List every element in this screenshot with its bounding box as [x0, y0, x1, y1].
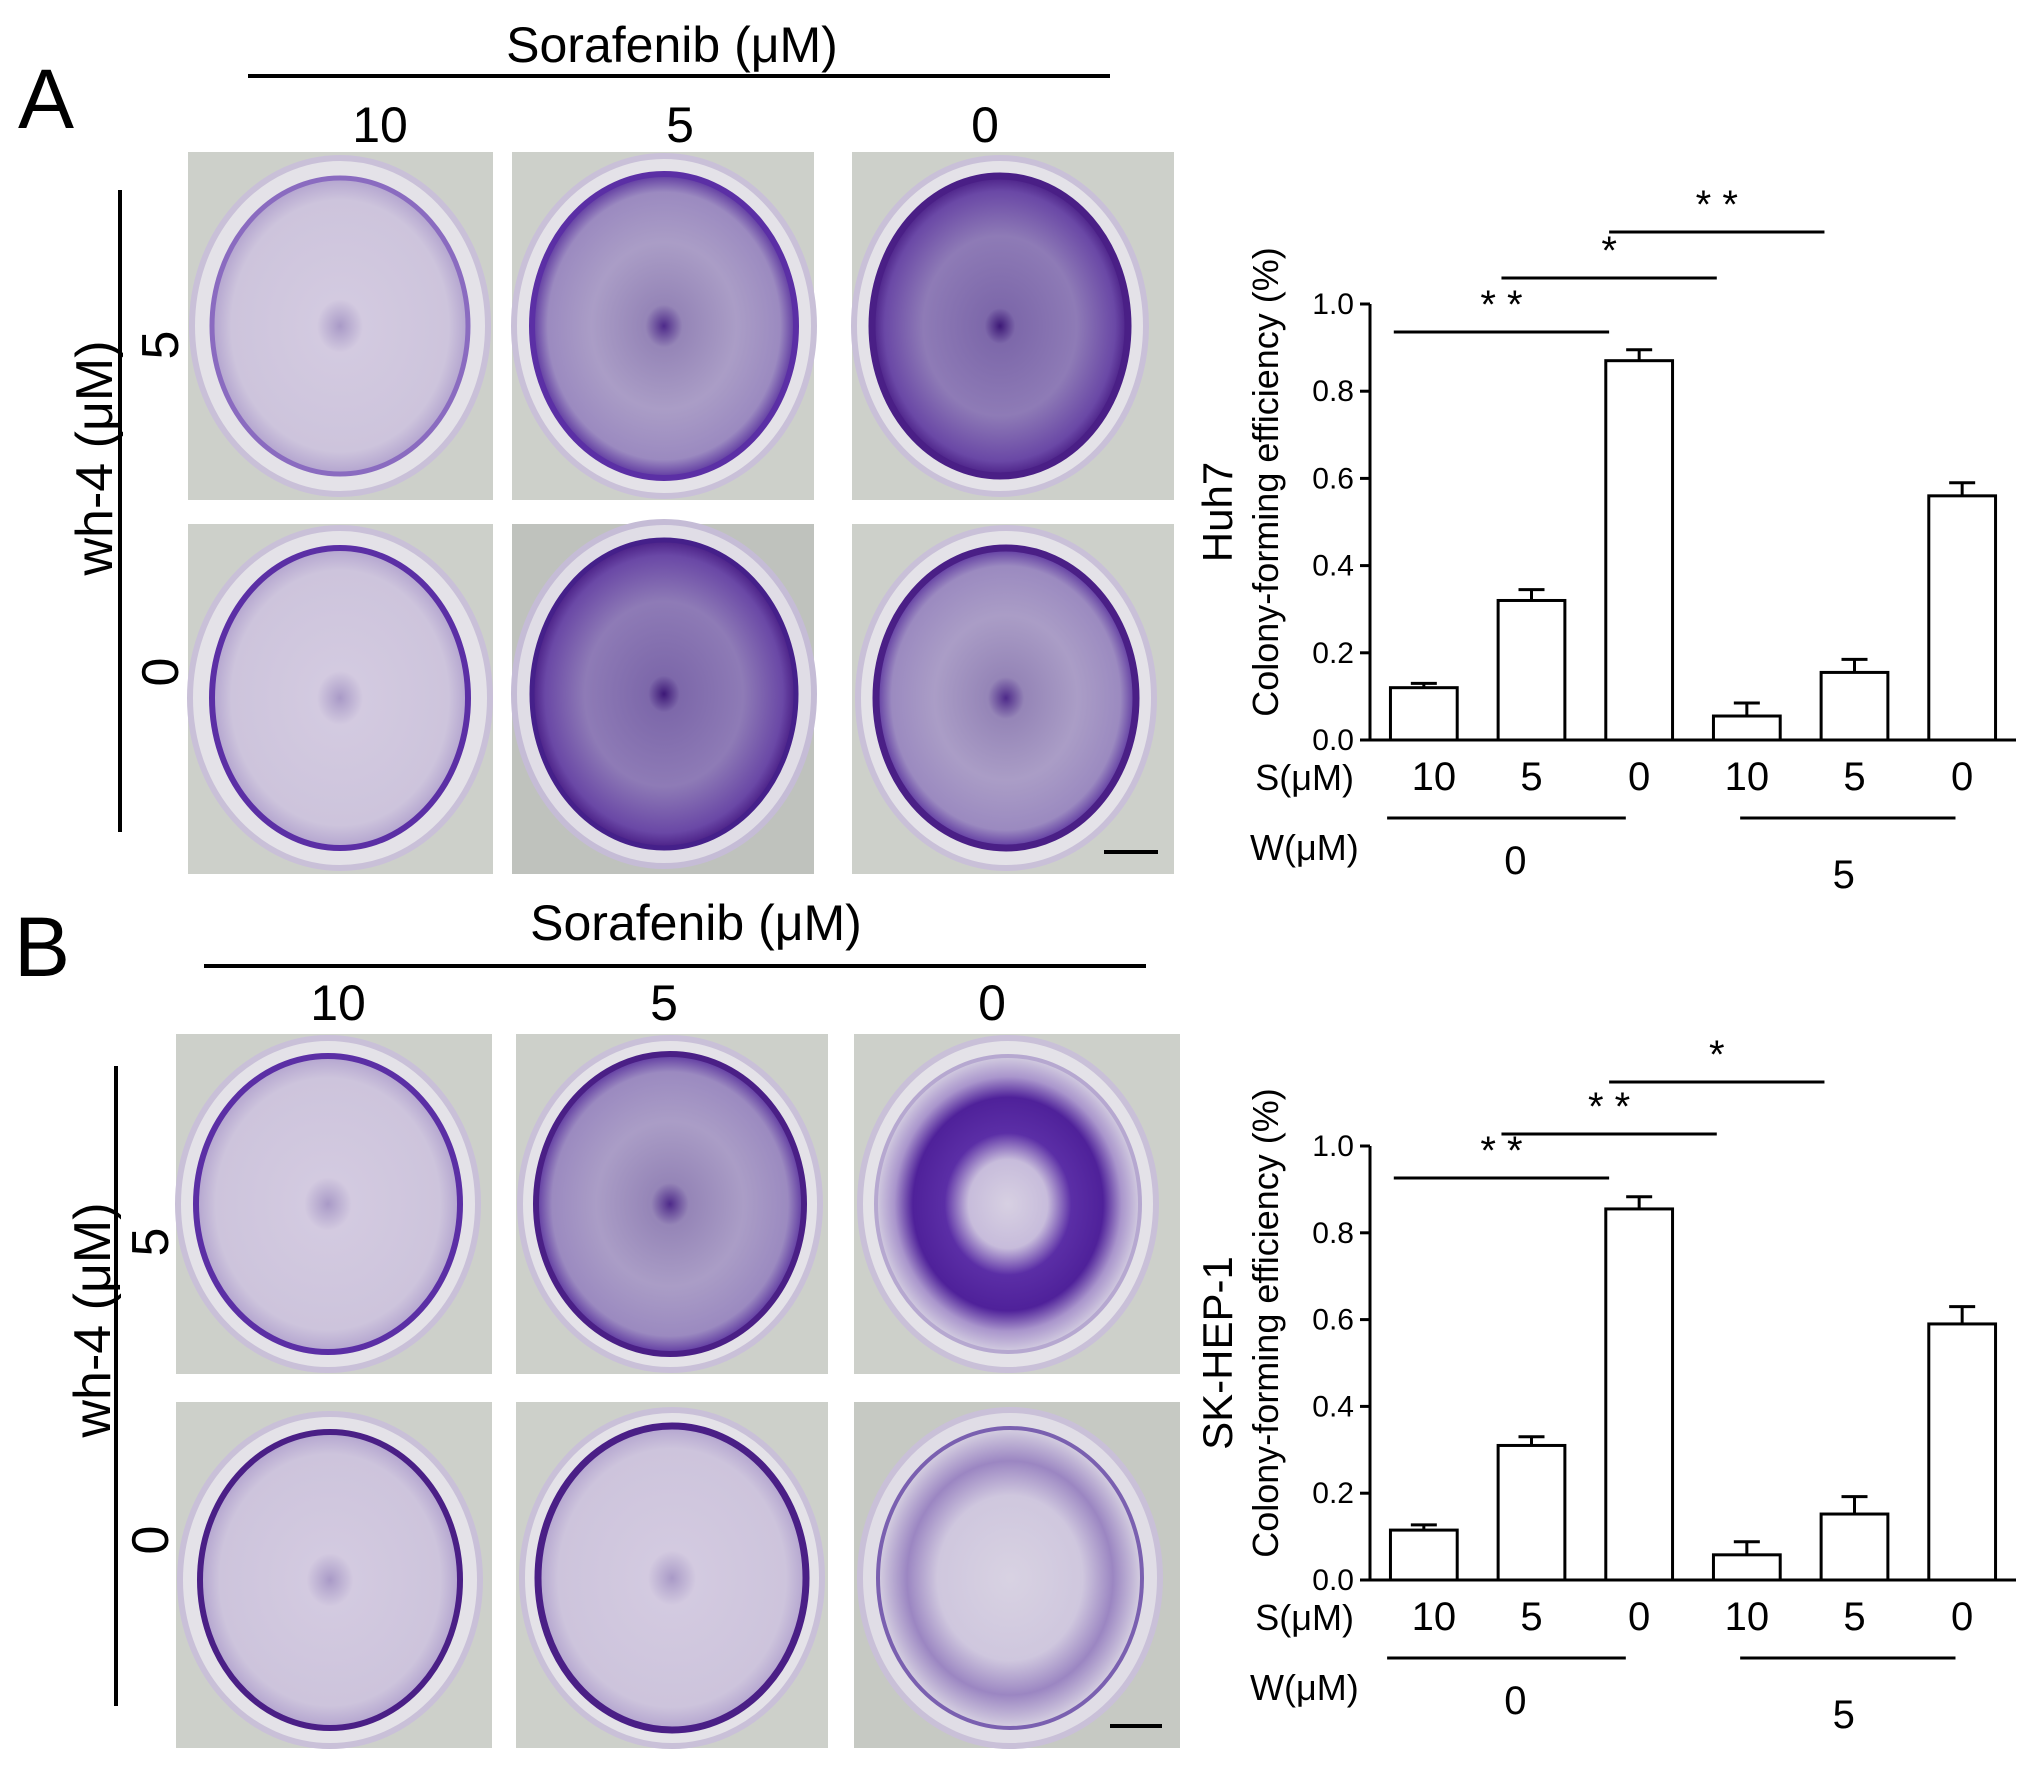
bar-chart-sk-hep-1: 0.0 0.2 0.4 0.6 0.8 1.0 Colony-forming efficie… — [1194, 1033, 2016, 1737]
panel-b: B Sorafenib (μM) 10 5 0 wh-4 (μM) 5 0 — [14, 895, 2016, 1749]
plate-well-photo — [187, 524, 493, 874]
row-header: wh-4 (μM) — [66, 340, 124, 576]
bar — [1927, 494, 1998, 742]
y-tick-label: 0.0 — [1312, 1564, 1354, 1597]
plate-well-photo — [176, 1402, 492, 1749]
bar — [1819, 1512, 1890, 1582]
col-label: 10 — [310, 975, 366, 1031]
drug-header: Sorafenib (μM) — [506, 17, 838, 73]
y-tick-label: 0.0 — [1312, 724, 1354, 757]
cell-line-label: Huh7 — [1194, 462, 1241, 562]
significance-mark: * * — [1480, 283, 1522, 327]
bar-chart-huh7: 0.0 0.2 0.4 0.6 0.8 1.0 Colony-forming efficie… — [1194, 183, 2016, 897]
y-tick-label: 1.0 — [1312, 1130, 1354, 1163]
col-label: 0 — [971, 97, 999, 153]
y-tick-label: 0.2 — [1312, 1477, 1354, 1510]
significance-mark: * — [1709, 1033, 1725, 1077]
row-header: wh-4 (μM) — [64, 1202, 122, 1438]
drug-header: Sorafenib (μM) — [530, 895, 862, 951]
s-axis-label: S(μM) — [1255, 757, 1354, 798]
bar — [1604, 1207, 1675, 1582]
x-category-label: 10 — [1725, 1595, 1770, 1639]
plate-well-photo — [188, 152, 493, 500]
x-category-label: 0 — [1628, 1595, 1650, 1639]
x-category-label: 0 — [1951, 755, 1973, 799]
col-label: 5 — [666, 97, 694, 153]
bar — [1927, 1322, 1998, 1582]
y-tick-label: 0.8 — [1312, 1217, 1354, 1250]
plate-well-photo — [854, 1402, 1180, 1749]
w-group-label: 0 — [1504, 839, 1526, 883]
x-category-label: 10 — [1412, 755, 1457, 799]
row-label: 0 — [132, 658, 190, 687]
panel-a: A Sorafenib (μM) 10 5 0 wh-4 (μM) 5 0 — [18, 17, 2016, 897]
x-category-label: 5 — [1843, 755, 1865, 799]
bar — [1388, 1528, 1459, 1582]
s-axis-label: S(μM) — [1255, 1597, 1354, 1638]
bar — [1711, 1553, 1782, 1582]
x-category-label: 0 — [1951, 1595, 1973, 1639]
x-category-label: 5 — [1520, 755, 1542, 799]
w-group-label: 0 — [1504, 1679, 1526, 1723]
bar — [1819, 670, 1890, 742]
y-tick-label: 0.8 — [1312, 375, 1354, 408]
bar — [1604, 359, 1675, 742]
panel-letter: B — [14, 900, 70, 994]
panel-letter: A — [18, 52, 74, 146]
cell-line-label: SK-HEP-1 — [1194, 1256, 1241, 1450]
plate-well-photo — [511, 152, 817, 500]
w-group-label: 5 — [1833, 1693, 1855, 1737]
plate-well-photo — [175, 1034, 492, 1374]
significance-mark: * — [1601, 229, 1617, 273]
bar — [1388, 686, 1459, 742]
y-tick-label: 0.2 — [1312, 637, 1354, 670]
y-tick-label: 0.6 — [1312, 1304, 1354, 1337]
plate-well-photo — [851, 152, 1174, 500]
w-group-label: 5 — [1833, 853, 1855, 897]
x-category-label: 5 — [1843, 1595, 1865, 1639]
significance-mark: * * — [1480, 1129, 1522, 1173]
plate-well-photo — [516, 1402, 828, 1749]
y-tick-label: 0.4 — [1312, 1390, 1354, 1423]
w-axis-label: W(μM) — [1250, 827, 1359, 868]
plate-well-photo — [854, 1034, 1180, 1374]
x-category-label: 0 — [1628, 755, 1650, 799]
bar — [1496, 598, 1567, 742]
significance-mark: * * — [1696, 183, 1738, 227]
significance-mark: * * — [1588, 1085, 1630, 1129]
row-label: 0 — [122, 1526, 180, 1555]
x-category-label: 5 — [1520, 1595, 1542, 1639]
y-tick-label: 0.4 — [1312, 550, 1354, 583]
col-label: 0 — [978, 975, 1006, 1031]
y-axis-label: Colony-forming efficiency (%) — [1245, 247, 1286, 717]
bar — [1496, 1443, 1567, 1582]
plate-well-photo — [516, 1034, 828, 1374]
row-label: 5 — [122, 1228, 180, 1257]
col-label: 5 — [650, 975, 678, 1031]
y-axis-label: Colony-forming efficiency (%) — [1245, 1088, 1286, 1558]
row-label: 5 — [132, 331, 190, 360]
plate-well-photo — [852, 524, 1174, 874]
col-label: 10 — [352, 97, 408, 153]
y-tick-label: 0.6 — [1312, 462, 1354, 495]
y-tick-label: 1.0 — [1312, 288, 1354, 321]
w-axis-label: W(μM) — [1250, 1667, 1359, 1708]
x-category-label: 10 — [1412, 1595, 1457, 1639]
plate-well-photo — [511, 519, 817, 874]
x-category-label: 10 — [1725, 755, 1770, 799]
bar — [1711, 714, 1782, 742]
